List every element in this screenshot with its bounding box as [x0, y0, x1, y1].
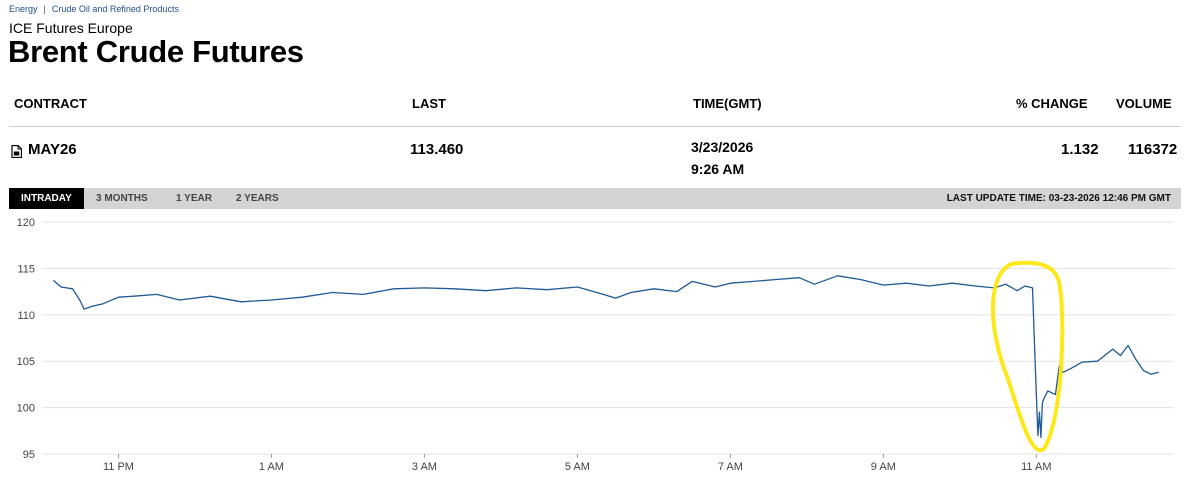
last-price: 113.460 — [410, 141, 464, 158]
y-tick-label: 115 — [17, 263, 35, 275]
y-tick-label: 100 — [17, 403, 35, 415]
chart-range-tabs: INTRADAY 3 MONTHS 1 YEAR 2 YEARS LAST UP… — [9, 188, 1181, 209]
price-series-line[interactable] — [53, 275, 1159, 438]
header-pct-change: % CHANGE — [1016, 96, 1088, 111]
x-tick-label: 7 AM — [718, 461, 743, 473]
x-tick-label: 1 AM — [259, 461, 284, 473]
tab-3-months[interactable]: 3 MONTHS — [96, 193, 148, 204]
y-tick-label: 110 — [17, 310, 35, 322]
tab-intraday[interactable]: INTRADAY — [9, 188, 84, 209]
intraday-price-chart: 95 100 105 110 115 120 11 PM 1 AM 3 AM 5 AM 7 AM 9 … — [17, 217, 1174, 473]
breadcrumb-energy[interactable]: Energy — [9, 4, 38, 14]
y-tick-label: 105 — [17, 356, 35, 368]
header-last: LAST — [412, 96, 446, 111]
last-update-time: LAST UPDATE TIME: 03-23-2026 12:46 PM GM… — [946, 193, 1171, 204]
x-tick-label: 11 AM — [1021, 461, 1051, 473]
breadcrumb-separator: | — [43, 4, 46, 14]
exchange-name: ICE Futures Europe — [9, 20, 133, 36]
trade-date: 3/23/2026 — [691, 139, 754, 155]
table-divider — [9, 126, 1181, 127]
x-tick-label: 3 AM — [412, 461, 437, 473]
x-tick-label: 5 AM — [565, 461, 590, 473]
header-time: TIME(GMT) — [693, 96, 762, 111]
page-title: Brent Crude Futures — [8, 34, 304, 69]
x-tick-label: 11 PM — [103, 461, 134, 473]
trade-time: 9:26 AM — [691, 161, 745, 177]
highlight-annotation — [991, 260, 1065, 453]
header-contract: CONTRACT — [14, 96, 87, 111]
x-tick-label: 9 AM — [871, 461, 896, 473]
volume-value: 116372 — [1128, 141, 1178, 158]
pct-change-value: 1.132 — [1061, 141, 1099, 158]
header-volume: VOLUME — [1116, 96, 1172, 111]
tab-1-year[interactable]: 1 YEAR — [176, 193, 212, 204]
document-icon[interactable] — [11, 145, 22, 158]
tab-2-years[interactable]: 2 YEARS — [236, 193, 279, 204]
breadcrumb: Energy | Crude Oil and Refined Products — [9, 4, 179, 14]
contract-month[interactable]: MAY26 — [28, 141, 77, 158]
y-tick-label: 95 — [23, 449, 35, 461]
breadcrumb-crude-oil[interactable]: Crude Oil and Refined Products — [51, 4, 179, 14]
y-tick-label: 120 — [17, 217, 35, 229]
